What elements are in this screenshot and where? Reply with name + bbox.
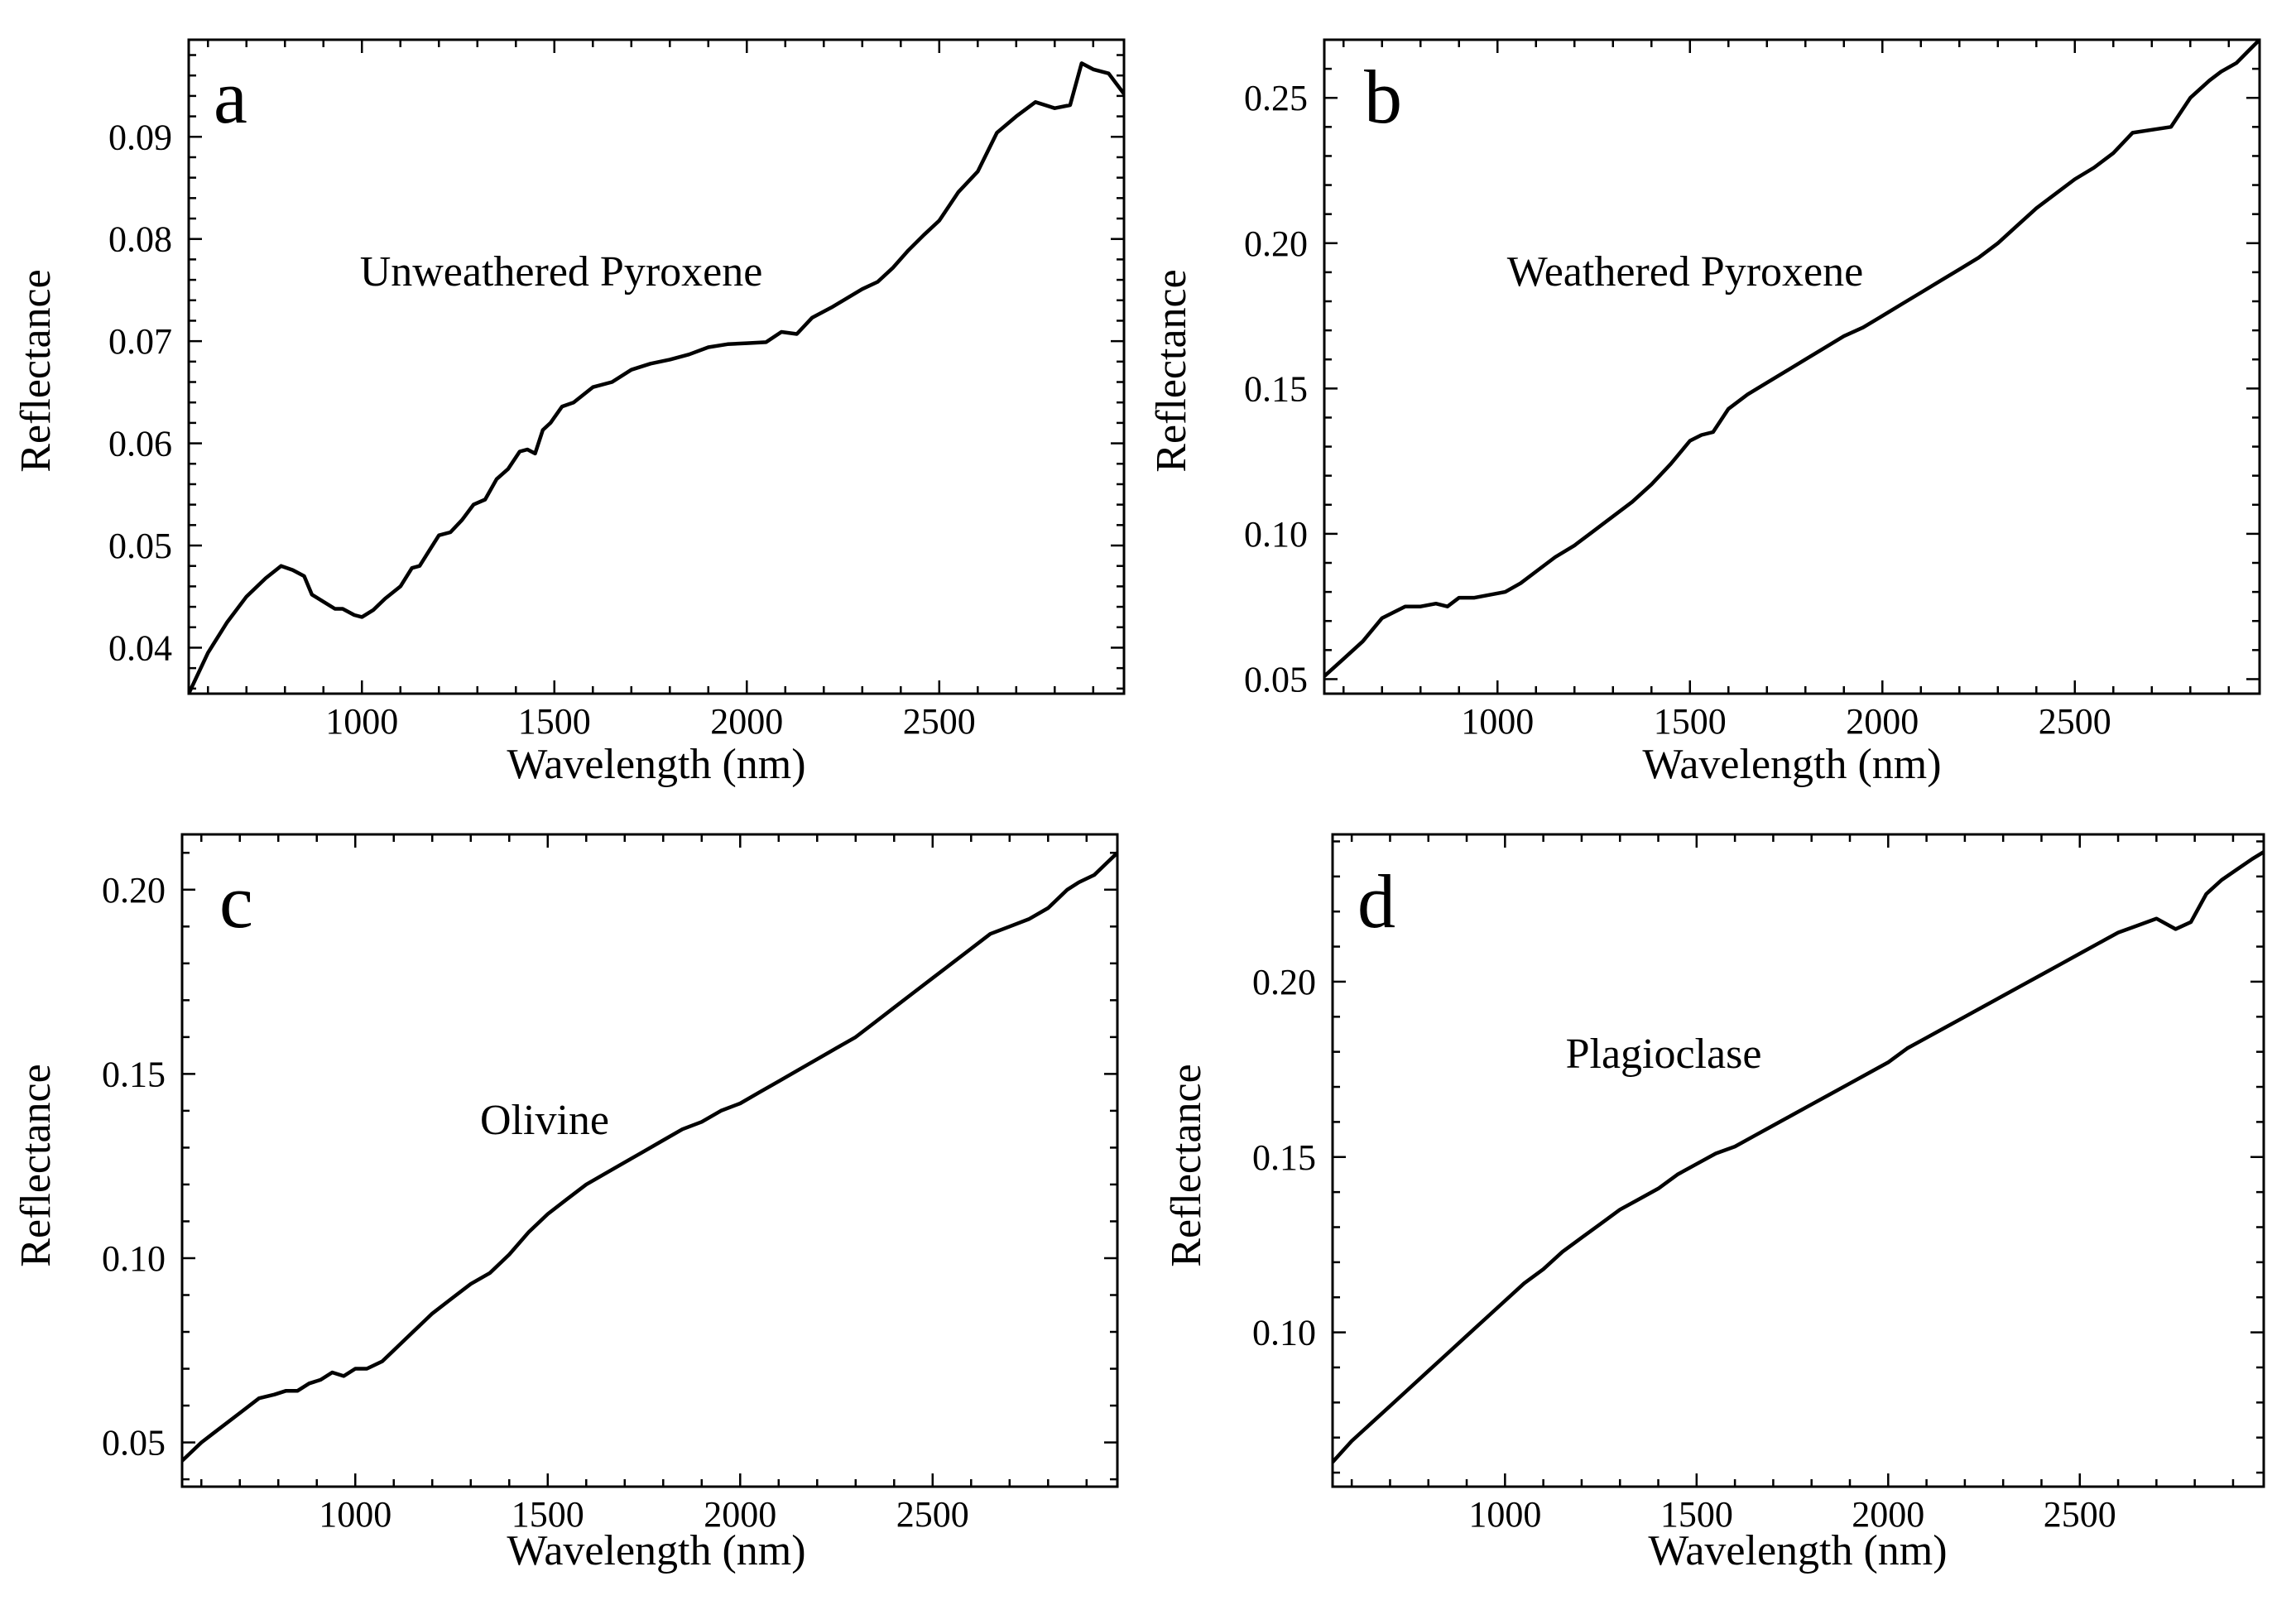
x-tick-label: 1500 (512, 1494, 584, 1535)
x-tick-label: 1500 (518, 701, 591, 742)
y-tick-label: 0.05 (102, 1423, 166, 1463)
y-axis-title: Reflectance (1163, 1064, 1210, 1266)
x-tick-label: 1000 (319, 1494, 391, 1535)
x-tick-label: 2000 (704, 1494, 776, 1535)
y-tick-label: 0.07 (108, 321, 172, 362)
x-tick-label: 2500 (903, 701, 976, 742)
panel-c: 1000 1500 2000 2500 0.05 0.10 0.15 0.20 Waveleng… (12, 833, 1119, 1574)
spectrum-line-d (1333, 849, 2264, 1464)
x-tick-label: 2000 (1852, 1494, 1924, 1535)
x-tick-label: 2500 (896, 1494, 969, 1535)
panel-d: 1000 1500 2000 2500 0.10 0.15 0.20 Wavelength (… (1163, 833, 2265, 1574)
panel-letter: c (219, 859, 253, 944)
y-tick-label: 0.15 (1252, 1137, 1316, 1178)
x-axis-title: Wavelength (nm) (1648, 1527, 1947, 1574)
y-tick-label: 0.20 (102, 870, 166, 911)
x-tick-label: 2500 (2039, 701, 2111, 742)
y-tick-label: 0.10 (102, 1238, 166, 1279)
x-tick-label: 1000 (1468, 1494, 1541, 1535)
panel-b: 1000 1500 2000 2500 0.05 0.10 0.15 0.20 0.25 Wave… (1148, 38, 2261, 788)
plot-frame-c (180, 833, 1119, 1488)
x-axis-title: Wavelength (nm) (1642, 741, 1941, 788)
x-axis-title: Wavelength (nm) (507, 741, 805, 788)
panel-letter: b (1364, 55, 1402, 139)
y-tick-label: 0.20 (1244, 223, 1308, 264)
spectrum-line-a (189, 61, 1124, 694)
x-tick-label: 2000 (710, 701, 783, 742)
y-tick-label: 0.06 (108, 424, 172, 464)
y-tick-label: 0.10 (1252, 1313, 1316, 1353)
spectrum-line-b (1324, 40, 2260, 679)
y-axis-title: Reflectance (12, 1064, 60, 1266)
y-tick-label: 0.15 (1244, 368, 1308, 409)
series-annotation: Unweathered Pyroxene (360, 248, 763, 296)
y-tick-label: 0.09 (108, 117, 172, 157)
plot-frame-d (1331, 833, 2265, 1488)
x-tick-label: 1500 (1660, 1494, 1733, 1535)
y-tick-label: 0.25 (1244, 78, 1308, 118)
x-axis-title: Wavelength (nm) (507, 1527, 805, 1574)
x-tick-label: 1000 (1461, 701, 1534, 742)
spectrum-line-c (182, 851, 1117, 1463)
x-tick-label: 2500 (2044, 1494, 2116, 1535)
y-axis-title: Reflectance (12, 269, 60, 472)
y-tick-label: 0.15 (102, 1054, 166, 1094)
panel-letter: a (214, 55, 247, 139)
x-tick-label: 1000 (325, 701, 398, 742)
y-axis-title: Reflectance (1148, 269, 1195, 472)
y-tick-label: 0.08 (108, 219, 172, 260)
x-tick-label: 2000 (1846, 701, 1919, 742)
panel-a: 1000 1500 2000 2500 0.04 0.05 0.06 0.07 0.08 0.09… (12, 38, 1126, 788)
y-tick-label: 0.04 (108, 627, 172, 668)
series-annotation: Weathered Pyroxene (1507, 248, 1863, 296)
y-tick-label: 0.05 (1244, 659, 1308, 699)
series-annotation: Plagioclase (1566, 1031, 1762, 1078)
x-tick-label: 1500 (1654, 701, 1727, 742)
y-tick-label: 0.05 (108, 526, 172, 566)
y-tick-label: 0.10 (1244, 514, 1308, 555)
series-annotation: Olivine (480, 1097, 609, 1144)
y-tick-label: 0.20 (1252, 962, 1316, 1002)
plot-frame-b (1323, 38, 2261, 695)
panel-letter: d (1357, 859, 1395, 944)
plot-frame-a (187, 38, 1126, 695)
